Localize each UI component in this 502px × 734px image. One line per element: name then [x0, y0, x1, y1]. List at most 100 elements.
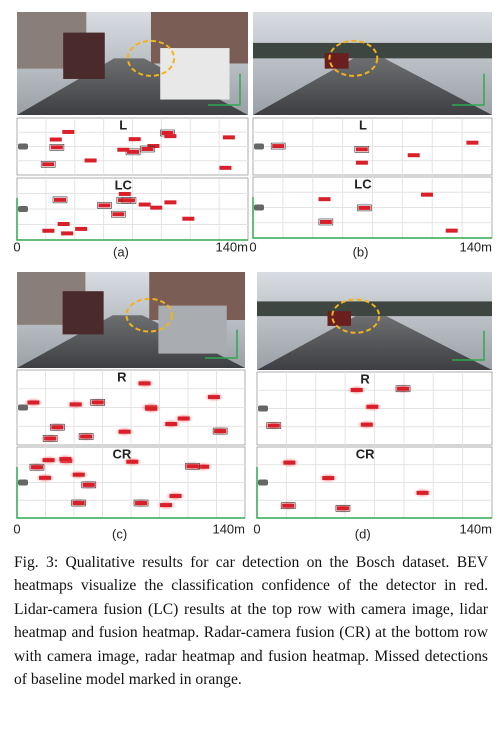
- detection: [145, 406, 158, 411]
- vehicle: [158, 305, 227, 354]
- detection: [44, 436, 57, 441]
- detection: [421, 192, 434, 197]
- ego-vehicle: [18, 479, 28, 486]
- tree-line: [253, 42, 492, 59]
- road: [17, 315, 245, 368]
- detection: [397, 386, 410, 391]
- detection: [51, 425, 64, 430]
- axis-start: 0: [253, 521, 260, 536]
- detection: [182, 216, 195, 221]
- camera-axes: [452, 73, 485, 106]
- road: [257, 316, 492, 370]
- box: [140, 145, 155, 153]
- detection: [112, 212, 125, 217]
- detection: [197, 464, 210, 469]
- box: [42, 435, 58, 442]
- heatmap-label: R: [117, 369, 127, 384]
- detection: [360, 422, 373, 427]
- box: [318, 218, 334, 226]
- tree-line: [257, 301, 492, 317]
- panel-label: (d): [355, 526, 371, 541]
- ego-vehicle: [254, 143, 264, 150]
- vehicle: [324, 53, 349, 69]
- camera-axes: [205, 329, 238, 359]
- detection: [355, 160, 368, 165]
- detection: [72, 501, 85, 506]
- heatmap-label: CR: [356, 446, 375, 461]
- detection: [164, 134, 177, 139]
- box: [133, 499, 149, 507]
- box: [125, 148, 141, 156]
- box: [270, 142, 286, 150]
- heatmap-label: L: [359, 117, 367, 132]
- detection: [91, 400, 104, 405]
- camera-axes: [452, 330, 485, 361]
- detection: [407, 153, 420, 158]
- detection: [122, 198, 135, 203]
- detection: [59, 457, 72, 462]
- detection: [186, 464, 199, 469]
- detection: [141, 147, 154, 152]
- axis-start: 0: [13, 521, 20, 536]
- detection: [118, 429, 131, 434]
- detection: [366, 404, 379, 409]
- detection: [84, 158, 97, 163]
- detection: [75, 226, 88, 231]
- road: [17, 58, 248, 115]
- box: [71, 499, 86, 507]
- detection: [161, 130, 174, 135]
- axis-end: 140m: [215, 239, 248, 254]
- detection: [350, 387, 363, 392]
- bev-axes: [16, 198, 248, 241]
- heatmap-label: LC: [115, 177, 133, 192]
- detection: [150, 205, 163, 210]
- axis-end: 140m: [459, 521, 492, 536]
- detection: [336, 506, 349, 511]
- box: [354, 146, 370, 153]
- vehicle: [63, 32, 105, 79]
- detection: [358, 205, 371, 210]
- ego-vehicle: [18, 404, 28, 411]
- box: [50, 423, 65, 431]
- detection: [98, 203, 111, 208]
- detection: [127, 149, 140, 154]
- panel-label: (c): [112, 526, 127, 541]
- box: [280, 502, 296, 509]
- detection: [138, 381, 151, 386]
- ego-vehicle: [254, 204, 264, 211]
- detection: [39, 475, 52, 480]
- detection: [283, 460, 296, 465]
- detection: [355, 147, 368, 152]
- box: [357, 204, 372, 212]
- detection: [61, 231, 74, 236]
- ego-vehicle: [18, 143, 28, 150]
- detection: [42, 228, 55, 233]
- detection: [69, 402, 82, 407]
- missed-detection: [125, 297, 174, 333]
- ego-vehicle: [18, 206, 28, 212]
- detection: [27, 400, 40, 405]
- heatmap-label: L: [119, 117, 127, 132]
- box: [81, 481, 97, 489]
- detection: [50, 145, 63, 150]
- panel-label: (b): [353, 244, 369, 259]
- box: [185, 462, 200, 470]
- detection: [42, 458, 55, 463]
- box: [78, 433, 94, 440]
- detection: [282, 503, 295, 508]
- detection: [135, 501, 148, 506]
- box: [266, 422, 282, 429]
- vehicle: [327, 311, 351, 326]
- missed-detection: [331, 298, 381, 334]
- vehicle: [160, 48, 230, 100]
- detection: [445, 228, 458, 233]
- missed-detection: [126, 39, 176, 77]
- detection: [30, 465, 43, 470]
- detection: [219, 165, 232, 170]
- box: [52, 196, 68, 204]
- axis-start: 0: [249, 239, 256, 254]
- box: [97, 202, 112, 209]
- box: [121, 197, 137, 204]
- detection: [118, 191, 131, 196]
